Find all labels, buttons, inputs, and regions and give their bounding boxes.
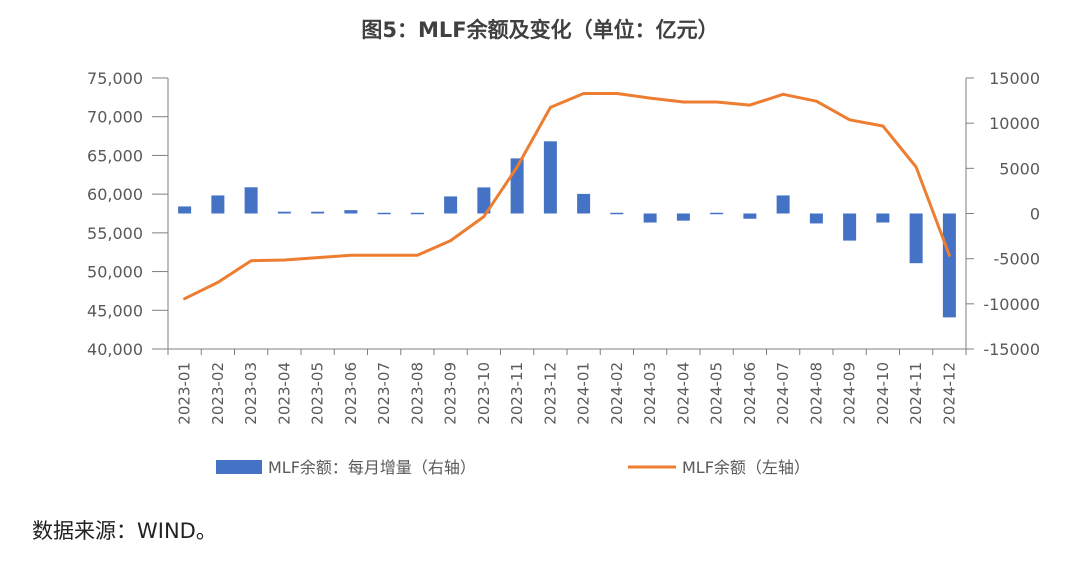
bar-2024-12 xyxy=(942,213,956,318)
bar-2024-09 xyxy=(843,213,857,241)
bar-2023-07 xyxy=(377,212,391,215)
bar-2024-05 xyxy=(710,212,724,215)
x-tick-label: 2024-08 xyxy=(807,362,825,425)
x-tick-label: 2023-08 xyxy=(408,362,426,425)
x-axis-ticks: 2023-01 2023-02 2023-03 2023-04 2023-05 2023-… xyxy=(167,349,967,425)
x-tick-label: 2024-03 xyxy=(641,362,659,425)
right-tick-label: -15000 xyxy=(983,340,1040,359)
x-tick-label: 2024-06 xyxy=(741,362,759,425)
balance-line xyxy=(183,92,951,301)
line-series xyxy=(183,92,951,301)
right-axis-ticks: 15000 10000 5000 0 -5000 -10000 -15000 xyxy=(966,69,1040,359)
legend-bar-swatch xyxy=(216,460,262,474)
x-tick-label: 2024-07 xyxy=(774,362,792,425)
left-tick-label: 45,000 xyxy=(87,301,143,320)
bar-2023-09 xyxy=(444,196,458,214)
bar-2024-04 xyxy=(676,213,690,221)
left-tick-label: 65,000 xyxy=(87,146,143,165)
x-tick-label: 2023-03 xyxy=(242,362,260,425)
left-axis-ticks: 75,000 70,000 65,000 60,000 55,000 50,000 45,0… xyxy=(87,69,168,359)
left-tick-label: 70,000 xyxy=(87,108,143,127)
left-tick-label: 40,000 xyxy=(87,340,143,359)
right-tick-label: 5000 xyxy=(999,159,1040,178)
bar-2023-10 xyxy=(477,187,491,214)
left-tick-label: 60,000 xyxy=(87,185,143,204)
legend-bar-label: MLF余额：每月增量（右轴） xyxy=(268,458,476,477)
legend: MLF余额：每月增量（右轴） MLF余额（左轴） xyxy=(216,458,810,477)
right-tick-label: -10000 xyxy=(983,295,1040,314)
bar-2023-03 xyxy=(244,187,258,214)
x-tick-label: 2024-05 xyxy=(708,362,726,425)
bar-2024-06 xyxy=(743,213,757,219)
x-tick-label: 2023-02 xyxy=(209,362,227,425)
left-tick-label: 50,000 xyxy=(87,263,143,282)
x-tick-label: 2023-04 xyxy=(275,362,293,425)
x-tick-label: 2023-01 xyxy=(176,362,194,425)
bar-2024-01 xyxy=(577,193,591,214)
bar-2024-11 xyxy=(909,213,923,264)
x-tick-label: 2023-12 xyxy=(541,362,559,425)
bar-2024-03 xyxy=(643,213,657,223)
x-tick-label: 2024-01 xyxy=(575,362,593,425)
x-tick-label: 2023-06 xyxy=(342,362,360,425)
bar-2023-06 xyxy=(344,210,358,214)
bar-2023-08 xyxy=(410,212,424,215)
left-tick-label: 55,000 xyxy=(87,224,143,243)
right-tick-label: 15000 xyxy=(989,69,1040,88)
x-tick-label: 2023-05 xyxy=(309,362,327,425)
bar-2024-10 xyxy=(876,213,890,223)
bar-2023-12 xyxy=(543,141,557,214)
x-tick-label: 2024-02 xyxy=(608,362,626,425)
x-tick-label: 2023-09 xyxy=(442,362,460,425)
x-tick-label: 2024-04 xyxy=(674,362,692,425)
x-tick-label: 2023-07 xyxy=(375,362,393,425)
right-tick-label: 10000 xyxy=(989,114,1040,133)
x-tick-label: 2024-11 xyxy=(907,362,925,425)
bar-series xyxy=(178,141,956,318)
x-tick-label: 2024-12 xyxy=(940,362,958,425)
right-tick-label: 0 xyxy=(1030,205,1040,224)
bar-2023-01 xyxy=(178,206,192,214)
bar-2024-08 xyxy=(809,213,823,224)
x-tick-label: 2023-10 xyxy=(475,362,493,425)
source-note: 数据来源：WIND。 xyxy=(32,519,217,543)
x-tick-label: 2024-10 xyxy=(874,362,892,425)
bar-2023-02 xyxy=(211,195,225,214)
x-tick-label: 2024-09 xyxy=(841,362,859,425)
x-tick-label: 2023-11 xyxy=(508,362,526,425)
legend-line-label: MLF余额（左轴） xyxy=(682,458,810,477)
bar-2023-04 xyxy=(277,211,291,214)
chart-title: 图5：MLF余额及变化（单位：亿元） xyxy=(361,18,719,42)
right-tick-label: -5000 xyxy=(994,250,1041,269)
bar-2024-02 xyxy=(610,212,624,215)
left-tick-label: 75,000 xyxy=(87,69,143,88)
bar-2024-07 xyxy=(776,195,790,214)
bar-2023-05 xyxy=(311,211,325,214)
